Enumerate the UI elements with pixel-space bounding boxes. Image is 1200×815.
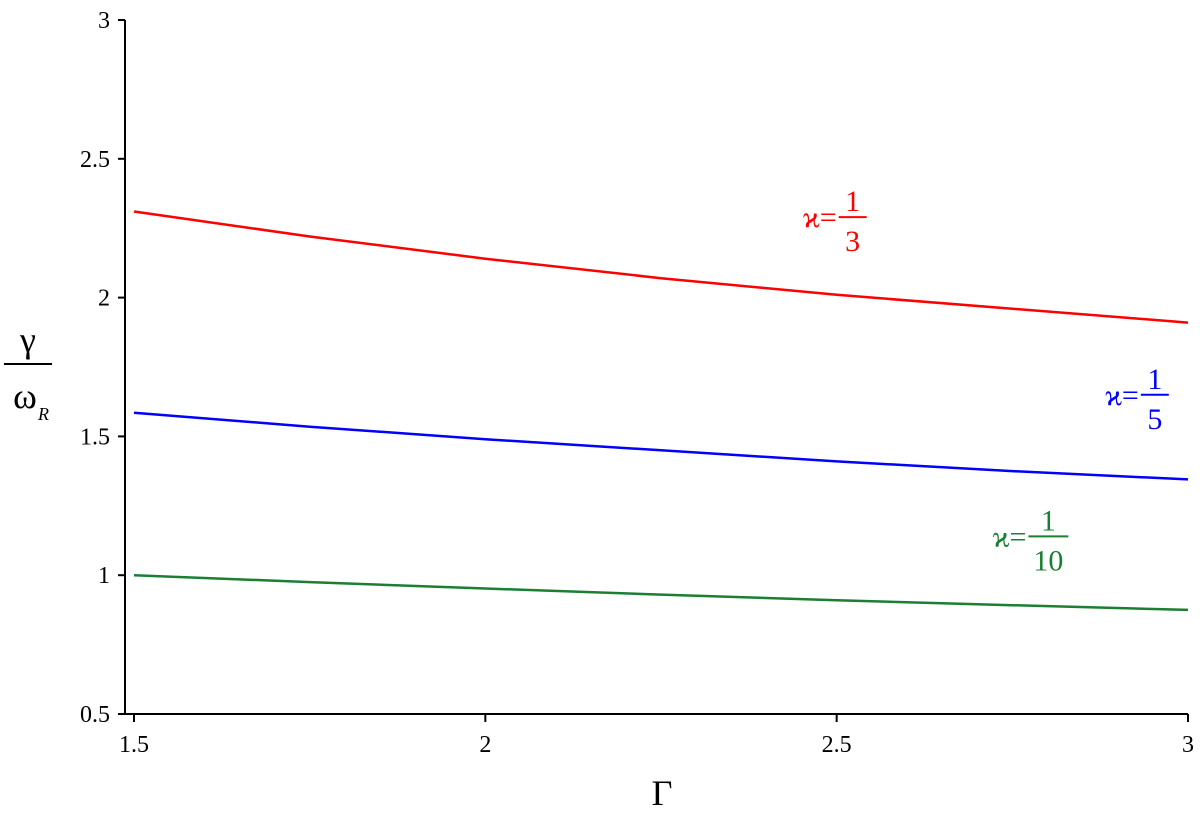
series-line-3 xyxy=(133,573,1189,612)
x-tick-label: 2.5 xyxy=(822,732,852,758)
y-ticks: 0.5 1 1.5 2 2.5 3 xyxy=(80,8,125,728)
annotation-prefix: ϰ= xyxy=(1105,379,1139,412)
axes xyxy=(124,20,1188,715)
y-label-numerator: γ xyxy=(19,320,36,360)
y-tick-label: 2.5 xyxy=(80,147,110,173)
y-label-denominator: ω xyxy=(13,376,37,416)
series-line-2 xyxy=(133,411,1189,481)
series-annotation-1: ϰ= 1 3 xyxy=(803,185,867,258)
series-annotation-3: ϰ= 1 10 xyxy=(993,504,1069,577)
x-tick-label: 3 xyxy=(1182,732,1194,758)
annotation-denominator: 10 xyxy=(1033,544,1063,577)
y-label-subscript: R xyxy=(37,404,49,424)
series-line-1 xyxy=(133,210,1189,324)
y-tick-label: 1 xyxy=(98,563,110,589)
y-tick-label: 1.5 xyxy=(80,424,110,450)
y-tick-label: 3 xyxy=(98,8,110,34)
annotation-denominator: 5 xyxy=(1147,403,1162,436)
annotation-prefix: ϰ= xyxy=(803,201,837,234)
annotation-prefix: ϰ= xyxy=(993,520,1027,553)
y-tick-label: 0.5 xyxy=(80,702,110,728)
x-tick-label: 1.5 xyxy=(119,732,149,758)
x-tick-label: 2 xyxy=(479,732,491,758)
series-annotation-2: ϰ= 1 5 xyxy=(1105,363,1169,436)
annotation-numerator: 1 xyxy=(845,185,860,218)
x-ticks: 1.5 2 2.5 3 xyxy=(119,714,1194,758)
annotation-numerator: 1 xyxy=(1147,363,1162,396)
x-axis-label: Γ xyxy=(652,773,673,813)
y-axis-label: γ ω R xyxy=(4,320,52,424)
series-layer xyxy=(133,210,1189,612)
annotation-numerator: 1 xyxy=(1041,504,1056,537)
annotation-denominator: 3 xyxy=(845,225,860,258)
y-tick-label: 2 xyxy=(98,286,110,312)
annotations: ϰ= 13ϰ= 15ϰ= 110 xyxy=(803,185,1169,577)
